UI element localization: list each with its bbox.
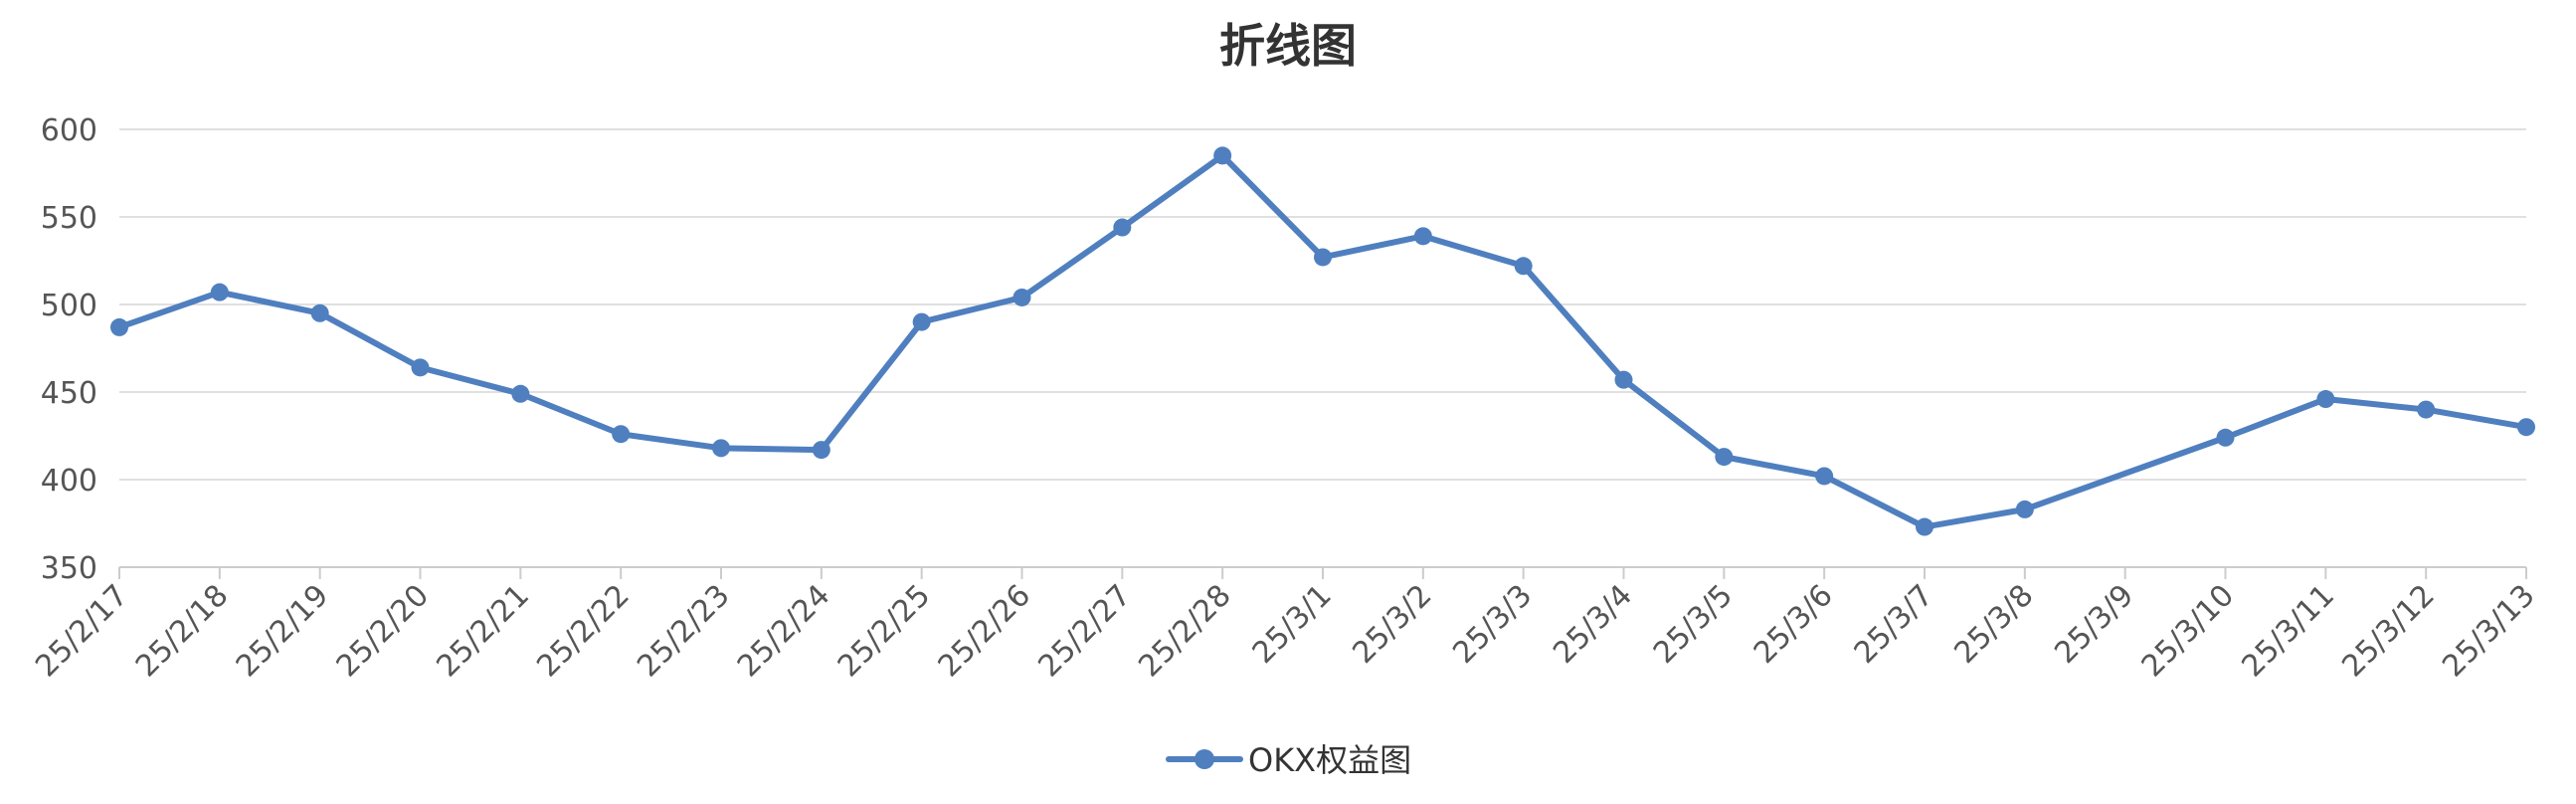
x-tick-label: 25/2/28	[1132, 578, 1238, 685]
data-point[interactable]	[2216, 428, 2235, 447]
x-tick-label: 25/3/7	[1848, 578, 1940, 671]
x-tick-label: 25/2/24	[731, 578, 837, 685]
data-point[interactable]	[1916, 517, 1933, 536]
x-tick-label: 25/2/18	[129, 578, 236, 685]
y-tick-label: 400	[41, 464, 97, 499]
data-point[interactable]	[1815, 467, 1834, 486]
data-point[interactable]	[210, 283, 229, 302]
legend-marker-icon	[1195, 749, 1214, 769]
x-tick-label: 25/2/27	[1031, 578, 1138, 685]
data-point[interactable]	[2316, 390, 2335, 409]
data-point[interactable]	[1113, 218, 1132, 237]
y-tick-label: 450	[41, 376, 97, 411]
x-axis	[118, 566, 2527, 579]
data-point[interactable]	[1514, 257, 1533, 276]
x-tick-label: 25/3/1	[1246, 578, 1339, 671]
legend-label: OKX权益图	[1248, 741, 1411, 779]
data-point[interactable]	[2417, 400, 2436, 419]
y-axis: 350 400 450 500 550 600	[41, 113, 97, 586]
legend[interactable]: OKX权益图	[1166, 741, 1411, 779]
x-tick-label: 25/3/6	[1748, 578, 1840, 671]
data-point[interactable]	[1213, 146, 1232, 165]
x-tick-label: 25/2/17	[29, 578, 135, 685]
data-point[interactable]	[2015, 500, 2034, 518]
data-point[interactable]	[511, 384, 530, 403]
data-point[interactable]	[1715, 448, 1734, 467]
x-tick-label: 25/3/11	[2235, 578, 2341, 685]
x-tick-label: 25/2/23	[631, 578, 737, 685]
data-point[interactable]	[2517, 418, 2535, 437]
x-tick-label: 25/3/9	[2048, 578, 2140, 671]
x-tick-label: 25/3/4	[1547, 578, 1639, 671]
chart-title: 折线图	[1219, 19, 1357, 73]
x-tick-label: 25/3/8	[1947, 578, 2040, 671]
data-point[interactable]	[310, 303, 329, 322]
x-tick-label: 25/3/2	[1346, 578, 1438, 671]
x-tick-label: 25/2/26	[932, 578, 1038, 685]
x-tick-label: 25/2/22	[530, 578, 637, 685]
data-point[interactable]	[411, 358, 430, 377]
x-tick-label: 25/3/5	[1647, 578, 1740, 671]
x-tick-label: 25/3/3	[1446, 578, 1539, 671]
x-tick-label: 25/3/13	[2436, 578, 2542, 685]
x-tick-label: 25/2/20	[330, 578, 437, 685]
data-point[interactable]	[1012, 288, 1031, 306]
data-point[interactable]	[612, 425, 631, 444]
grid-lines	[119, 128, 2526, 481]
x-tick-label: 25/3/10	[2135, 578, 2242, 685]
data-point[interactable]	[1413, 227, 1432, 246]
x-tick-label: 25/2/19	[230, 578, 336, 685]
series-layer	[110, 146, 2535, 536]
x-axis-tick-labels: 25/2/1725/2/1825/2/1925/2/2025/2/2125/2/…	[29, 578, 2542, 685]
data-point[interactable]	[110, 317, 128, 336]
y-tick-label: 550	[41, 201, 97, 236]
data-point[interactable]	[1614, 370, 1633, 389]
y-tick-label: 600	[41, 113, 97, 148]
x-tick-label: 25/2/21	[430, 578, 536, 685]
x-tick-label: 25/3/12	[2335, 578, 2442, 685]
y-tick-label: 350	[41, 551, 97, 586]
y-tick-label: 500	[41, 289, 97, 323]
data-point[interactable]	[712, 439, 730, 458]
series-line	[116, 152, 2529, 530]
x-tick-label: 25/2/25	[831, 578, 938, 685]
data-point[interactable]	[812, 441, 830, 460]
data-point[interactable]	[912, 312, 931, 331]
data-point[interactable]	[1314, 248, 1332, 267]
